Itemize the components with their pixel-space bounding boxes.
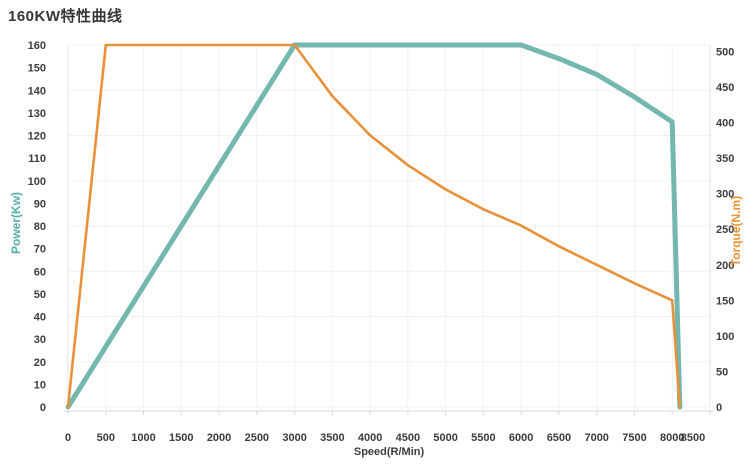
power-tick-label: 50 [34,289,46,301]
torque-tick-label: 200 [716,260,734,272]
power-tick-label: 80 [34,221,46,233]
x-tick-label: 8000 [660,432,684,444]
x-tick-label: 6000 [509,432,533,444]
torque-tick-label: 250 [716,224,734,236]
power-tick-label: 10 [34,379,46,391]
power-line [65,42,683,410]
x-tick-label: 3000 [282,432,306,444]
power-tick-label: 120 [28,131,46,143]
right-axis-name: Torque(N.m) [729,195,743,267]
power-tick-label: 20 [34,357,46,369]
torque-tick-label: 150 [716,295,734,307]
left-axis-name: Power(Kw) [9,192,23,255]
x-tick-label: 4500 [396,432,420,444]
torque-line [66,43,682,409]
x-tick-label: 5500 [471,432,495,444]
x-tick-label: 4000 [358,432,382,444]
x-tick-label: 5000 [433,432,457,444]
power-tick-label: 150 [28,63,46,75]
x-tick-label: 2000 [207,432,231,444]
x-tick-label: 2500 [245,432,269,444]
x-tick-label: 3500 [320,432,344,444]
power-tick-label: 130 [28,108,46,120]
power-tick-label: 0 [40,402,46,414]
power-tick-label: 70 [34,244,46,256]
chart-title: 160KW特性曲线 [8,8,123,25]
power-tick-label: 60 [34,266,46,278]
power-tick-label: 30 [34,334,46,346]
torque-tick-label: 500 [716,46,734,58]
power-tick-label: 160 [28,40,46,52]
x-tick-label: 8500 [681,432,705,444]
x-tick-label: 1500 [169,432,193,444]
power-tick-label: 140 [28,85,46,97]
torque-tick-label: 350 [716,153,734,165]
torque-tick-label: 450 [716,82,734,94]
power-tick-label: 40 [34,312,46,324]
x-tick-label: 1000 [131,432,155,444]
power-tick-label: 90 [34,198,46,210]
torque-tick-label: 0 [716,402,722,414]
torque-tick-label: 50 [716,366,728,378]
x-tick-label: 500 [97,432,115,444]
x-tick-label: 7500 [622,432,646,444]
x-tick-label: 6500 [547,432,571,444]
x-tick-label: 0 [65,432,71,444]
torque-tick-label: 400 [716,118,734,130]
power-tick-label: 100 [28,176,46,188]
power-tick-label: 110 [28,153,46,165]
x-tick-label: 7000 [584,432,608,444]
torque-tick-label: 300 [716,189,734,201]
x-axis-name: Speed(R/Min) [353,446,425,458]
torque-tick-label: 100 [716,331,734,343]
